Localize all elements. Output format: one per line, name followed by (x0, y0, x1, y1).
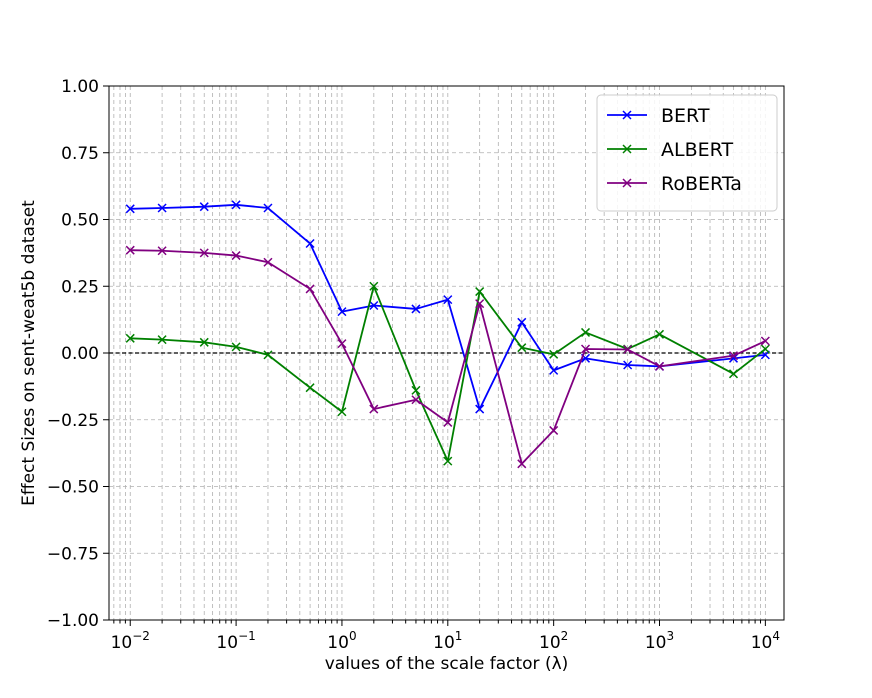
data-point-albert (517, 343, 527, 353)
data-point-roberta (549, 425, 559, 435)
y-tick-label: −0.25 (47, 411, 99, 431)
data-point-albert (549, 349, 559, 359)
data-point-roberta (337, 339, 347, 349)
series-line-albert (130, 285, 766, 463)
data-point-albert (125, 333, 135, 343)
data-point-bert (411, 304, 421, 314)
data-point-albert (157, 335, 167, 345)
data-point-roberta (305, 284, 315, 294)
legend-marker-bert (622, 110, 632, 120)
data-point-bert (125, 204, 135, 214)
data-point-roberta (728, 351, 739, 361)
series-line-roberta (130, 249, 766, 465)
data-point-roberta (199, 248, 209, 258)
x-tick-label: 103 (645, 629, 674, 653)
axis-ticks: −1.00 −0.75 −0.50 −0.25 0.00 0.25 0.50 0.75 1.00… (47, 77, 780, 653)
data-point-bert (263, 203, 273, 213)
x-tick-label: 104 (751, 629, 780, 653)
x-axis-label: values of the scale factor (λ) (325, 654, 569, 674)
x-tick-label: 10−2 (111, 629, 150, 653)
data-point-bert (623, 360, 633, 370)
y-axis-label: Effect Sizes on sent-weat5b dataset (19, 200, 39, 506)
data-point-roberta (411, 395, 421, 405)
data-point-roberta (369, 404, 379, 414)
y-tick-label: 0.25 (61, 277, 99, 297)
data-point-albert (263, 350, 273, 360)
data-point-albert (654, 329, 665, 339)
data-point-roberta (654, 361, 665, 371)
legend-marker-roberta (622, 178, 632, 188)
data-point-albert (728, 369, 739, 379)
x-tick-label: 100 (327, 629, 356, 653)
legend-label-bert: BERT (661, 105, 710, 127)
data-point-roberta (443, 417, 453, 427)
data-point-bert (549, 365, 559, 375)
data-point-albert (443, 456, 453, 466)
y-tick-label: −1.00 (47, 611, 99, 631)
data-point-bert (475, 404, 485, 414)
data-point-bert (157, 203, 167, 213)
data-point-albert (305, 383, 315, 393)
data-point-bert (443, 295, 453, 305)
legend-label-roberta: RoBERTa (661, 173, 742, 195)
data-point-albert (199, 337, 209, 347)
data-point-albert (337, 407, 347, 417)
data-point-bert (231, 200, 241, 210)
legend-box (596, 94, 778, 212)
y-tick-label: −0.50 (47, 478, 99, 498)
y-tick-label: −0.75 (47, 544, 99, 564)
data-point-roberta (760, 336, 770, 346)
data-point-roberta (475, 299, 485, 309)
series-lines (125, 200, 770, 469)
legend-label-albert: ALBERT (661, 139, 733, 161)
data-point-roberta (580, 344, 591, 354)
data-point-bert (305, 238, 315, 249)
data-point-albert (475, 287, 485, 297)
data-point-roberta (125, 245, 135, 255)
y-tick-label: 0.00 (61, 344, 99, 364)
data-point-roberta (231, 251, 241, 261)
legend: BERT ALBERT RoBERTa (596, 94, 778, 212)
x-tick-label: 102 (539, 629, 568, 653)
x-tick-label: 101 (433, 629, 462, 653)
data-point-albert (580, 327, 591, 337)
data-point-bert (517, 317, 527, 327)
data-point-roberta (623, 344, 633, 355)
data-point-roberta (157, 246, 167, 256)
y-tick-label: 0.50 (61, 211, 99, 231)
legend-marker-albert (622, 144, 632, 154)
data-point-roberta (517, 459, 527, 469)
data-point-albert (760, 344, 770, 354)
data-point-albert (369, 281, 379, 291)
data-point-albert (411, 385, 421, 395)
data-point-roberta (263, 257, 273, 267)
series-line-bert (130, 203, 766, 410)
y-tick-label: 0.75 (61, 144, 99, 164)
y-tick-label: 1.00 (61, 77, 99, 97)
data-point-albert (231, 342, 241, 352)
data-point-bert (369, 300, 379, 311)
data-point-bert (337, 307, 347, 317)
x-tick-label: 10−1 (216, 629, 255, 653)
data-point-bert (199, 202, 209, 212)
